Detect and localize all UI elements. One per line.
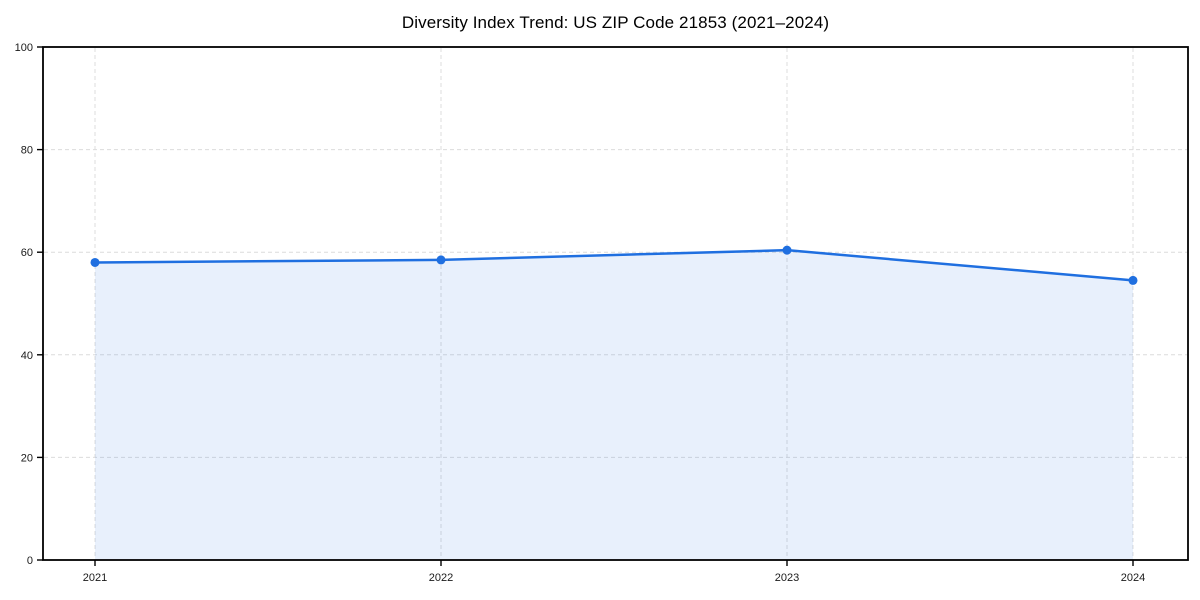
y-tick-label: 100 [15, 42, 33, 54]
chart-title: Diversity Index Trend: US ZIP Code 21853… [401, 13, 830, 32]
area-fill [95, 250, 1133, 560]
y-tick-label: 40 [21, 350, 33, 362]
data-point-2021 [90, 257, 100, 267]
x-tick-label: 2022 [429, 572, 453, 584]
x-tick-label: 2021 [83, 572, 107, 584]
data-point-2023 [782, 245, 792, 255]
y-tick-label: 60 [21, 247, 33, 259]
x-tick-label: 2024 [1121, 572, 1145, 584]
plot-border [42, 46, 1189, 561]
y-tick-label: 80 [21, 145, 33, 157]
trend-line [93, 248, 1135, 282]
y-tick-label: 20 [21, 452, 33, 464]
y-tick-label: 0 [27, 555, 33, 567]
x-tick-label: 2023 [775, 572, 799, 584]
data-point-2022 [436, 255, 446, 265]
data-point-2024 [1128, 275, 1138, 285]
